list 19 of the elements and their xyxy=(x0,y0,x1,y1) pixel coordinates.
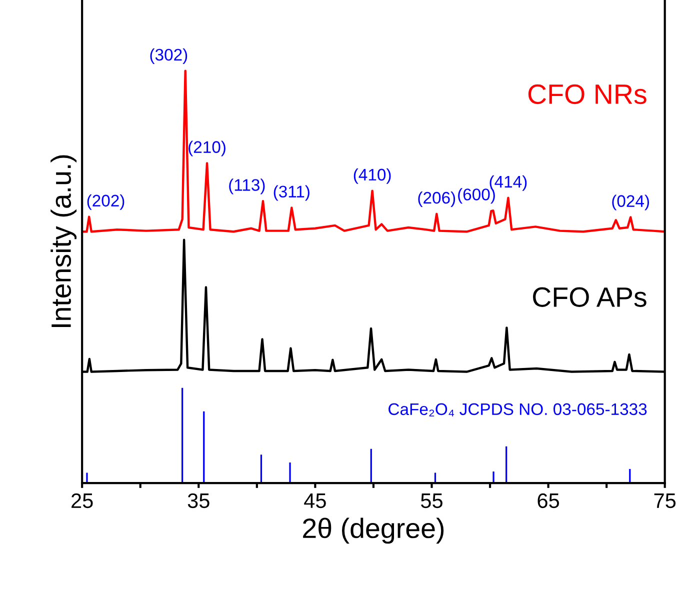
text: CaFe₂O₄ JCPDS NO. 03-065-1333 xyxy=(388,403,647,416)
x-tick-label: 45 xyxy=(304,494,326,508)
x-tick-label: 75 xyxy=(654,494,676,508)
annotation: (311) xyxy=(274,185,310,201)
annotation: (302) xyxy=(150,48,188,64)
x-tick-label: 55 xyxy=(420,494,442,508)
annotation: (202) xyxy=(87,194,124,210)
annotation: (210) xyxy=(188,140,226,156)
y-axis-title: Intensity (a.u.) xyxy=(50,155,77,327)
x-tick-label: 35 xyxy=(188,493,210,508)
text: CFO NRs xyxy=(528,84,646,104)
annotation: (113) xyxy=(229,178,265,194)
x-axis-title: 2θ (degree) xyxy=(303,518,444,544)
series-label: CFO APs xyxy=(533,287,646,307)
x-tick-label: 65 xyxy=(538,493,560,508)
annotation: (206) xyxy=(418,191,456,207)
x-tick-label: 25 xyxy=(72,493,93,508)
annotation: (024) xyxy=(612,194,650,210)
annotation: (410) xyxy=(354,168,391,184)
